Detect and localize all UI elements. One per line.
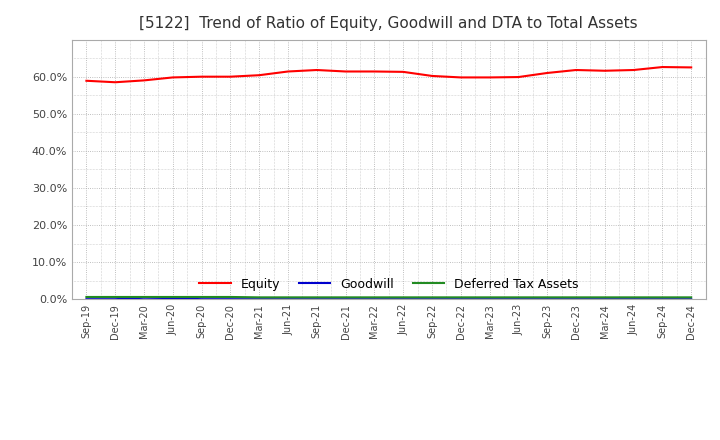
Title: [5122]  Trend of Ratio of Equity, Goodwill and DTA to Total Assets: [5122] Trend of Ratio of Equity, Goodwil… <box>140 16 638 32</box>
Goodwill <box>600 297 609 302</box>
Equity <box>428 73 436 79</box>
Equity <box>658 64 667 70</box>
Deferred Tax Assets <box>456 295 465 300</box>
Equity <box>456 75 465 80</box>
Deferred Tax Assets <box>111 294 120 300</box>
Equity <box>687 65 696 70</box>
Equity <box>197 74 206 79</box>
Deferred Tax Assets <box>600 295 609 300</box>
Equity <box>370 69 379 74</box>
Goodwill <box>197 297 206 302</box>
Equity <box>226 74 235 79</box>
Deferred Tax Assets <box>572 295 580 300</box>
Goodwill <box>514 297 523 302</box>
Goodwill <box>485 297 494 302</box>
Goodwill <box>82 297 91 302</box>
Deferred Tax Assets <box>485 295 494 300</box>
Equity <box>629 67 638 73</box>
Deferred Tax Assets <box>341 295 350 300</box>
Line: Equity: Equity <box>86 67 691 82</box>
Goodwill <box>284 297 292 302</box>
Deferred Tax Assets <box>255 295 264 300</box>
Goodwill <box>111 297 120 302</box>
Goodwill <box>341 297 350 302</box>
Goodwill <box>687 297 696 302</box>
Goodwill <box>543 297 552 302</box>
Deferred Tax Assets <box>197 294 206 300</box>
Goodwill <box>255 297 264 302</box>
Equity <box>284 69 292 74</box>
Goodwill <box>312 297 321 302</box>
Equity <box>485 75 494 80</box>
Equity <box>140 78 148 83</box>
Equity <box>600 68 609 73</box>
Equity <box>572 67 580 73</box>
Goodwill <box>658 297 667 302</box>
Equity <box>255 73 264 78</box>
Equity <box>514 74 523 80</box>
Deferred Tax Assets <box>226 294 235 300</box>
Goodwill <box>456 297 465 302</box>
Deferred Tax Assets <box>140 294 148 300</box>
Equity <box>341 69 350 74</box>
Deferred Tax Assets <box>543 295 552 300</box>
Line: Goodwill: Goodwill <box>86 298 691 299</box>
Equity <box>543 70 552 76</box>
Deferred Tax Assets <box>312 295 321 300</box>
Deferred Tax Assets <box>658 295 667 300</box>
Deferred Tax Assets <box>687 295 696 300</box>
Deferred Tax Assets <box>370 295 379 300</box>
Equity <box>399 69 408 74</box>
Equity <box>82 78 91 84</box>
Deferred Tax Assets <box>629 295 638 300</box>
Goodwill <box>168 295 177 301</box>
Goodwill <box>428 297 436 302</box>
Goodwill <box>226 297 235 302</box>
Goodwill <box>572 297 580 302</box>
Deferred Tax Assets <box>428 295 436 300</box>
Deferred Tax Assets <box>399 295 408 300</box>
Deferred Tax Assets <box>168 294 177 300</box>
Legend: Equity, Goodwill, Deferred Tax Assets: Equity, Goodwill, Deferred Tax Assets <box>194 272 583 296</box>
Deferred Tax Assets <box>514 295 523 300</box>
Equity <box>168 75 177 80</box>
Equity <box>312 67 321 73</box>
Equity <box>111 80 120 85</box>
Goodwill <box>629 297 638 302</box>
Goodwill <box>399 297 408 302</box>
Deferred Tax Assets <box>82 294 91 300</box>
Deferred Tax Assets <box>284 295 292 300</box>
Goodwill <box>370 297 379 302</box>
Goodwill <box>140 295 148 301</box>
